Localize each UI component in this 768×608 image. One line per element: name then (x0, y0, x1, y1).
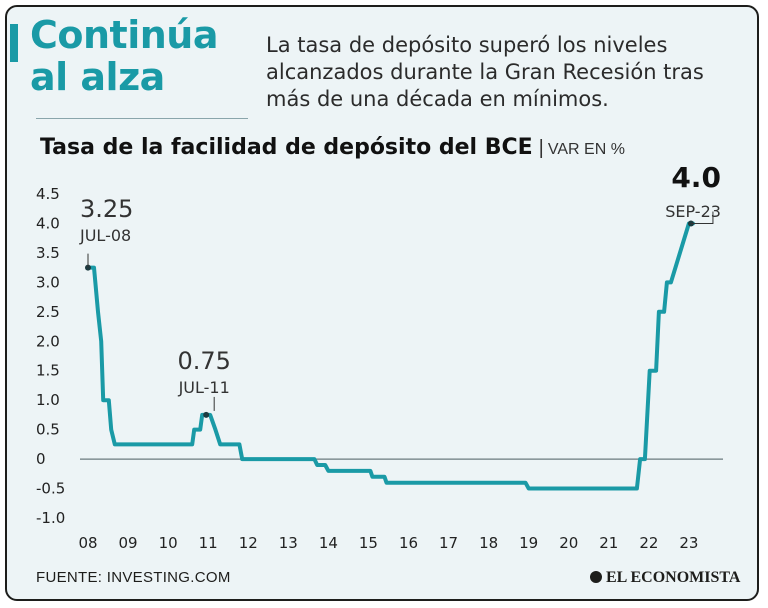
source-note: FUENTE: INVESTING.COM (36, 569, 231, 586)
x-tick-label: 21 (599, 534, 618, 552)
x-tick-label: 20 (559, 534, 578, 552)
y-tick-label: 4.0 (36, 214, 60, 232)
x-tick-label: 12 (239, 534, 258, 552)
x-tick-label: 15 (359, 534, 378, 552)
annotation-date: SEP-23 (665, 202, 721, 221)
brand: EL ECONOMISTA (590, 569, 740, 587)
x-tick-label: 09 (119, 534, 138, 552)
brand-name: EL ECONOMISTA (606, 569, 741, 586)
x-tick-label: 14 (319, 534, 338, 552)
x-tick-label: 18 (479, 534, 498, 552)
chart-title: Tasa de la facilidad de depósito del BCE (40, 135, 533, 160)
chart-unit: VAR EN % (547, 141, 625, 158)
headline-divider (36, 118, 248, 119)
y-tick-label: -0.5 (36, 480, 65, 498)
annotation-value: 4.0 (671, 161, 721, 194)
series-line (86, 221, 695, 491)
chart-title-row: Tasa de la facilidad de depósito del BCE… (40, 135, 625, 160)
x-tick-label: 22 (639, 534, 658, 552)
x-tick-label: 13 (279, 534, 298, 552)
accent-bar (10, 24, 18, 62)
brand-logo-icon (590, 571, 602, 583)
intro-text: La tasa de depósito superó los niveles a… (266, 33, 704, 111)
y-tick-label: 1.0 (36, 391, 60, 409)
title-separator: | (538, 137, 544, 159)
annotation-value: 0.75 (177, 347, 230, 375)
annotation-date: JUL-08 (79, 226, 131, 245)
x-tick-label: 23 (679, 534, 698, 552)
headline: Continúa al alza (30, 13, 219, 99)
x-tick-label: 10 (159, 534, 178, 552)
y-tick-label: 1.5 (36, 362, 60, 380)
y-tick-label: 0.5 (36, 421, 60, 439)
y-tick-label: 0 (36, 450, 46, 468)
annotation-date: JUL-11 (178, 378, 230, 397)
y-tick-label: 3.0 (36, 273, 60, 291)
y-tick-label: -1.0 (36, 509, 65, 527)
x-tick-label: 19 (519, 534, 538, 552)
y-tick-label: 2.0 (36, 332, 60, 350)
annotation-value: 3.25 (80, 195, 133, 223)
y-tick-label: 4.5 (36, 185, 60, 203)
y-tick-label: 3.5 (36, 244, 60, 262)
annotation-point (203, 411, 210, 418)
y-tick-label: 2.5 (36, 303, 60, 321)
infographic-card (5, 5, 759, 601)
x-tick-label: 11 (199, 534, 218, 552)
x-tick-label: 08 (78, 534, 97, 552)
annotation-leader (690, 211, 714, 224)
x-tick-label: 17 (439, 534, 458, 552)
x-tick-label: 16 (399, 534, 418, 552)
